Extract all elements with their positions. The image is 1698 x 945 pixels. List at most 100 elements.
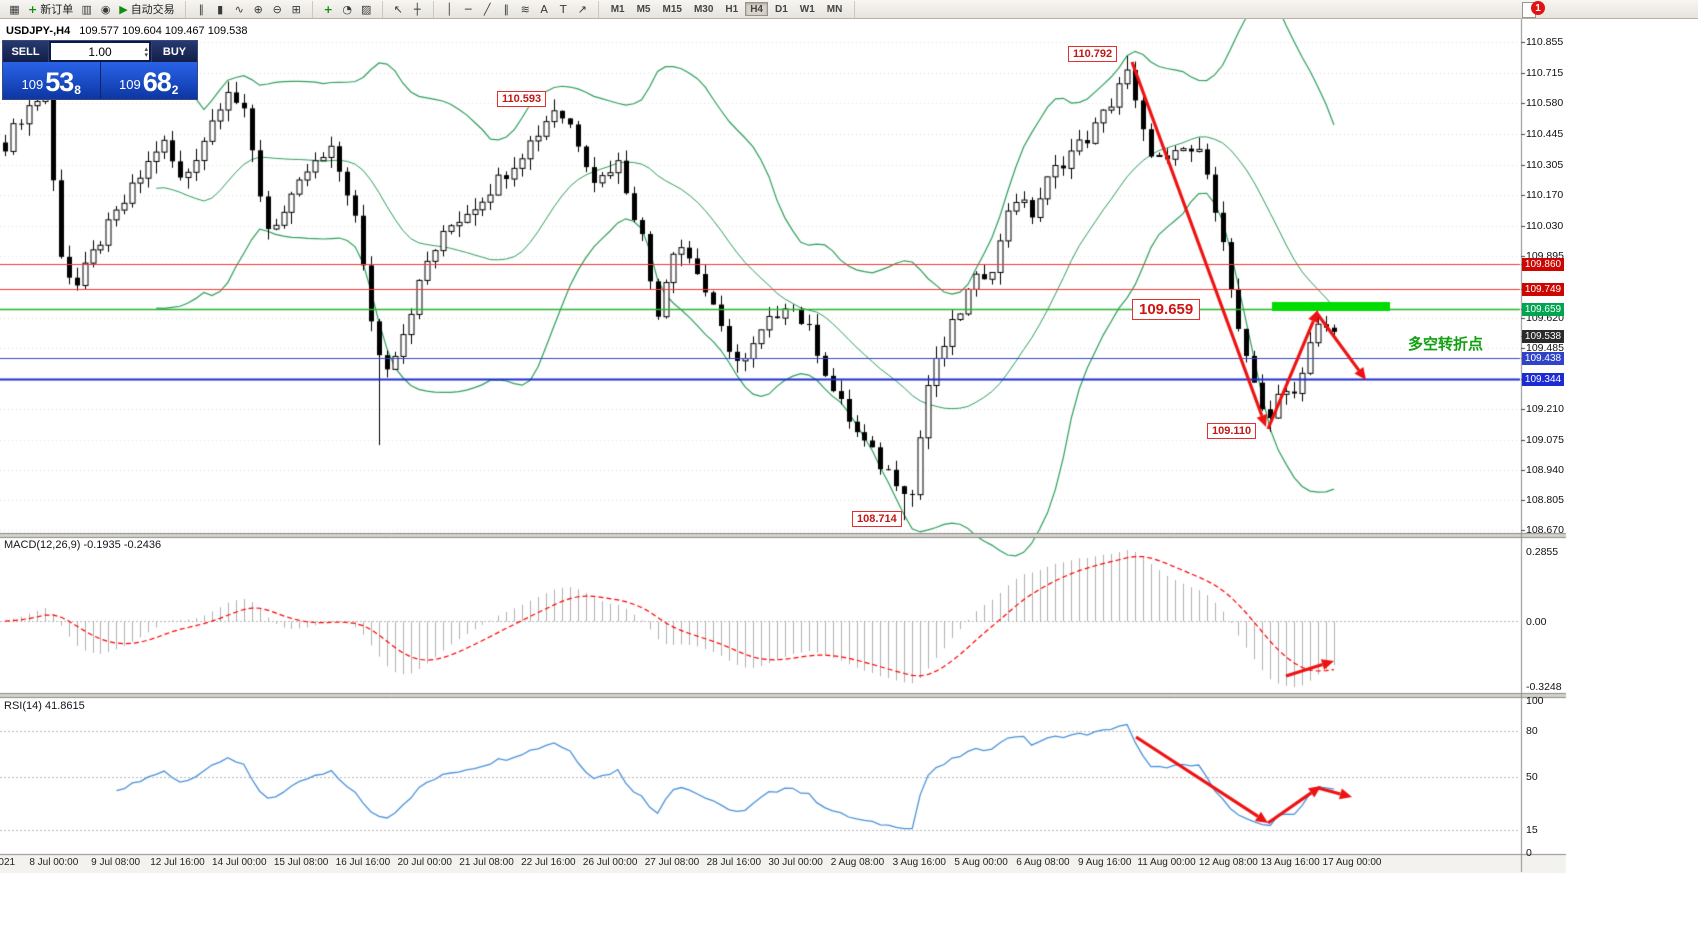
horizontal-line-icon[interactable]: ─ bbox=[460, 2, 477, 17]
macd-label: MACD(12,26,9) -0.1935 -0.2436 bbox=[4, 539, 162, 551]
rsi-label: RSI(14) 41.8615 bbox=[4, 700, 85, 712]
rsi-scale-tick: 100 bbox=[1526, 695, 1544, 707]
price-scale-tick: 108.940 bbox=[1526, 463, 1564, 476]
periods-icon[interactable]: ◔ bbox=[339, 2, 356, 17]
time-axis-label: 16 Jul 16:00 bbox=[335, 857, 391, 868]
time-axis-label: 7 Jul 2021 bbox=[0, 857, 16, 868]
buy-button[interactable]: BUY bbox=[151, 41, 197, 62]
notification-count: 1 bbox=[1531, 1, 1545, 15]
price-scale-tick: 110.030 bbox=[1526, 220, 1564, 233]
timeframe-w1[interactable]: W1 bbox=[795, 2, 820, 16]
time-axis-label: 13 Aug 16:00 bbox=[1260, 857, 1320, 868]
indicators-icon[interactable]: + bbox=[320, 2, 337, 17]
macd-scale-tick: -0.3248 bbox=[1526, 681, 1562, 693]
price-scale-tick: 109.075 bbox=[1526, 433, 1564, 446]
time-axis-label: 2 Aug 08:00 bbox=[830, 857, 885, 868]
time-axis-label: 20 Jul 00:00 bbox=[397, 857, 452, 868]
volume-input[interactable]: 1.00 ▴ ▾ bbox=[51, 43, 149, 60]
templates-icon[interactable]: ▨ bbox=[358, 2, 375, 17]
time-axis-label: 28 Jul 16:00 bbox=[706, 857, 762, 868]
text-icon[interactable]: A bbox=[536, 2, 553, 17]
autotrading-button[interactable]: ▶ 自动交易 bbox=[116, 2, 177, 17]
text-label-icon[interactable]: T bbox=[555, 2, 572, 17]
price-scale-tick: 108.670 bbox=[1526, 523, 1564, 536]
chart-price-label[interactable]: 109.659 bbox=[1132, 299, 1201, 320]
vertical-line-icon[interactable]: │ bbox=[441, 2, 458, 17]
candlestick-chart-icon[interactable]: ▮ bbox=[212, 2, 229, 17]
timeframe-mn[interactable]: MN bbox=[822, 2, 848, 16]
price-tag: 109.538 bbox=[1522, 329, 1564, 343]
chart-price-label[interactable]: 109.110 bbox=[1207, 423, 1257, 439]
chart-price-label[interactable]: 110.593 bbox=[497, 91, 547, 107]
bar-chart-icon[interactable]: ∥ bbox=[193, 2, 210, 17]
price-tag: 109.749 bbox=[1522, 282, 1564, 296]
time-axis-label: 9 Jul 08:00 bbox=[91, 857, 141, 868]
tile-windows-icon[interactable]: ⊞ bbox=[288, 2, 305, 17]
time-axis-label: 30 Jul 00:00 bbox=[768, 857, 823, 868]
time-axis-label: 14 Jul 00:00 bbox=[212, 857, 267, 868]
rsi-scale-tick: 80 bbox=[1526, 725, 1538, 738]
cursor-icon[interactable]: ↖ bbox=[390, 2, 407, 17]
price-scale-tick: 108.805 bbox=[1526, 493, 1564, 506]
timeframe-d1[interactable]: D1 bbox=[770, 2, 793, 16]
chart-price-label[interactable]: 108.714 bbox=[852, 511, 902, 527]
volume-decrease-button[interactable]: ▾ bbox=[144, 50, 148, 59]
timeframe-m15[interactable]: M15 bbox=[658, 2, 687, 16]
price-scale-tick: 110.305 bbox=[1526, 158, 1564, 171]
timeframe-m5[interactable]: M5 bbox=[632, 2, 656, 16]
price-tag: 109.659 bbox=[1522, 302, 1564, 316]
fibonacci-icon[interactable]: ≋ bbox=[517, 2, 534, 17]
main-toolbar: ▦ + 新订单 ▥ ◉ ▶ 自动交易 ∥ ▮ ∿ ⊕ ⊖ ⊞ + ◔ ▨ ↖ ┼ │ ─ ╱ ∥ ≋ A T ↗ M1 M5 M15 M3… bbox=[0, 0, 1698, 19]
time-axis-label: 11 Aug 00:00 bbox=[1137, 857, 1196, 868]
price-tag: 109.344 bbox=[1522, 372, 1564, 386]
one-click-trading-panel: SELL 1.00 ▴ ▾ BUY 109 53 8 109 68 2 bbox=[2, 40, 198, 100]
chart-windows-icon[interactable]: ▥ bbox=[78, 2, 95, 17]
price-scale-tick: 110.580 bbox=[1526, 97, 1564, 110]
sell-price[interactable]: 109 53 8 bbox=[3, 62, 101, 99]
equidistant-channel-icon[interactable]: ∥ bbox=[498, 2, 515, 17]
zoom-in-icon[interactable]: ⊕ bbox=[250, 2, 267, 17]
price-tag: 109.860 bbox=[1522, 257, 1564, 271]
rsi-scale-tick: 0 bbox=[1526, 847, 1532, 859]
chart-type-group: ∥ ▮ ∿ ⊕ ⊖ ⊞ bbox=[190, 0, 313, 18]
rsi-scale-tick: 15 bbox=[1526, 824, 1538, 837]
volume-increase-button[interactable]: ▴ bbox=[144, 44, 148, 53]
timeframe-h4[interactable]: H4 bbox=[745, 2, 768, 16]
crosshair-icon[interactable]: ┼ bbox=[409, 2, 426, 17]
time-axis-label: 6 Aug 08:00 bbox=[1016, 857, 1070, 868]
time-axis-label: 9 Aug 16:00 bbox=[1078, 857, 1132, 868]
toolbar-groups: ▦ + 新订单 ▥ ◉ ▶ 自动交易 ∥ ▮ ∿ ⊕ ⊖ ⊞ + ◔ ▨ ↖ ┼ │ ─ ╱ ∥ ≋ A T ↗ M1 M5 M15 M3… bbox=[3, 0, 859, 18]
zoom-out-icon[interactable]: ⊖ bbox=[269, 2, 286, 17]
price-scale-tick: 110.170 bbox=[1526, 188, 1564, 201]
line-chart-icon[interactable]: ∿ bbox=[231, 2, 248, 17]
turning-point-note[interactable]: 多空转折点 bbox=[1408, 336, 1484, 353]
symbol-period: USDJPY-,H4 bbox=[6, 25, 71, 37]
chart-price-label[interactable]: 110.792 bbox=[1068, 46, 1118, 62]
arrows-icon[interactable]: ↗ bbox=[574, 2, 591, 17]
time-axis-label: 21 Jul 08:00 bbox=[459, 857, 514, 868]
buy-price[interactable]: 109 68 2 bbox=[119, 67, 179, 97]
refresh-icon[interactable]: ◉ bbox=[97, 2, 114, 17]
price-scale-tick: 109.485 bbox=[1526, 341, 1564, 354]
new-order-button[interactable]: + 新订单 bbox=[25, 2, 76, 17]
time-axis-label: 26 Jul 00:00 bbox=[582, 857, 638, 868]
new-chart-icon[interactable]: ▦ bbox=[6, 2, 23, 17]
notification-badge[interactable]: 1 bbox=[1522, 1, 1556, 18]
time-axis-label: 17 Aug 00:00 bbox=[1322, 857, 1382, 868]
timeframe-m30[interactable]: M30 bbox=[689, 2, 718, 16]
price-scale-tick: 110.445 bbox=[1526, 127, 1564, 140]
time-axis-label: 12 Aug 08:00 bbox=[1198, 857, 1258, 868]
time-axis-label: 22 Jul 16:00 bbox=[521, 857, 576, 868]
timeframe-h1[interactable]: H1 bbox=[720, 2, 743, 16]
rsi-scale-tick: 50 bbox=[1526, 771, 1538, 783]
sell-button[interactable]: SELL bbox=[3, 41, 49, 62]
timeframe-m1[interactable]: M1 bbox=[606, 2, 630, 16]
time-axis-label: 15 Jul 08:00 bbox=[273, 857, 329, 868]
trendline-icon[interactable]: ╱ bbox=[479, 2, 496, 17]
time-axis-label: 12 Jul 16:00 bbox=[150, 857, 205, 868]
price-scale-tick: 110.715 bbox=[1526, 67, 1564, 80]
insert-group: + ◔ ▨ bbox=[317, 0, 383, 18]
time-axis-label: 5 Aug 00:00 bbox=[954, 857, 1008, 868]
price-scale-tick: 110.855 bbox=[1526, 36, 1564, 48]
